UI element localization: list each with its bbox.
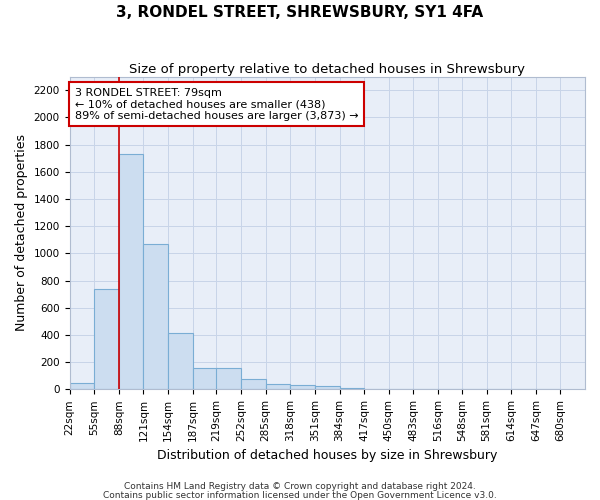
- Bar: [94, 288, 119, 390]
- Bar: [315, 386, 340, 390]
- Text: Contains public sector information licensed under the Open Government Licence v3: Contains public sector information licen…: [103, 490, 497, 500]
- Title: Size of property relative to detached houses in Shrewsbury: Size of property relative to detached ho…: [129, 62, 525, 76]
- Bar: [266, 384, 290, 390]
- Text: Contains HM Land Registry data © Crown copyright and database right 2024.: Contains HM Land Registry data © Crown c…: [124, 482, 476, 491]
- Bar: [143, 244, 168, 390]
- Bar: [168, 333, 193, 390]
- Bar: [193, 368, 217, 390]
- Text: 3, RONDEL STREET, SHREWSBURY, SY1 4FA: 3, RONDEL STREET, SHREWSBURY, SY1 4FA: [116, 5, 484, 20]
- Bar: [70, 382, 94, 390]
- Bar: [340, 388, 364, 390]
- Bar: [119, 154, 143, 390]
- X-axis label: Distribution of detached houses by size in Shrewsbury: Distribution of detached houses by size …: [157, 450, 497, 462]
- Bar: [217, 368, 241, 390]
- Bar: [290, 385, 315, 390]
- Bar: [241, 379, 266, 390]
- Text: 3 RONDEL STREET: 79sqm
← 10% of detached houses are smaller (438)
89% of semi-de: 3 RONDEL STREET: 79sqm ← 10% of detached…: [75, 88, 358, 120]
- Bar: [413, 388, 438, 390]
- Bar: [389, 388, 413, 390]
- Bar: [438, 388, 463, 390]
- Y-axis label: Number of detached properties: Number of detached properties: [15, 134, 28, 332]
- Bar: [364, 388, 389, 390]
